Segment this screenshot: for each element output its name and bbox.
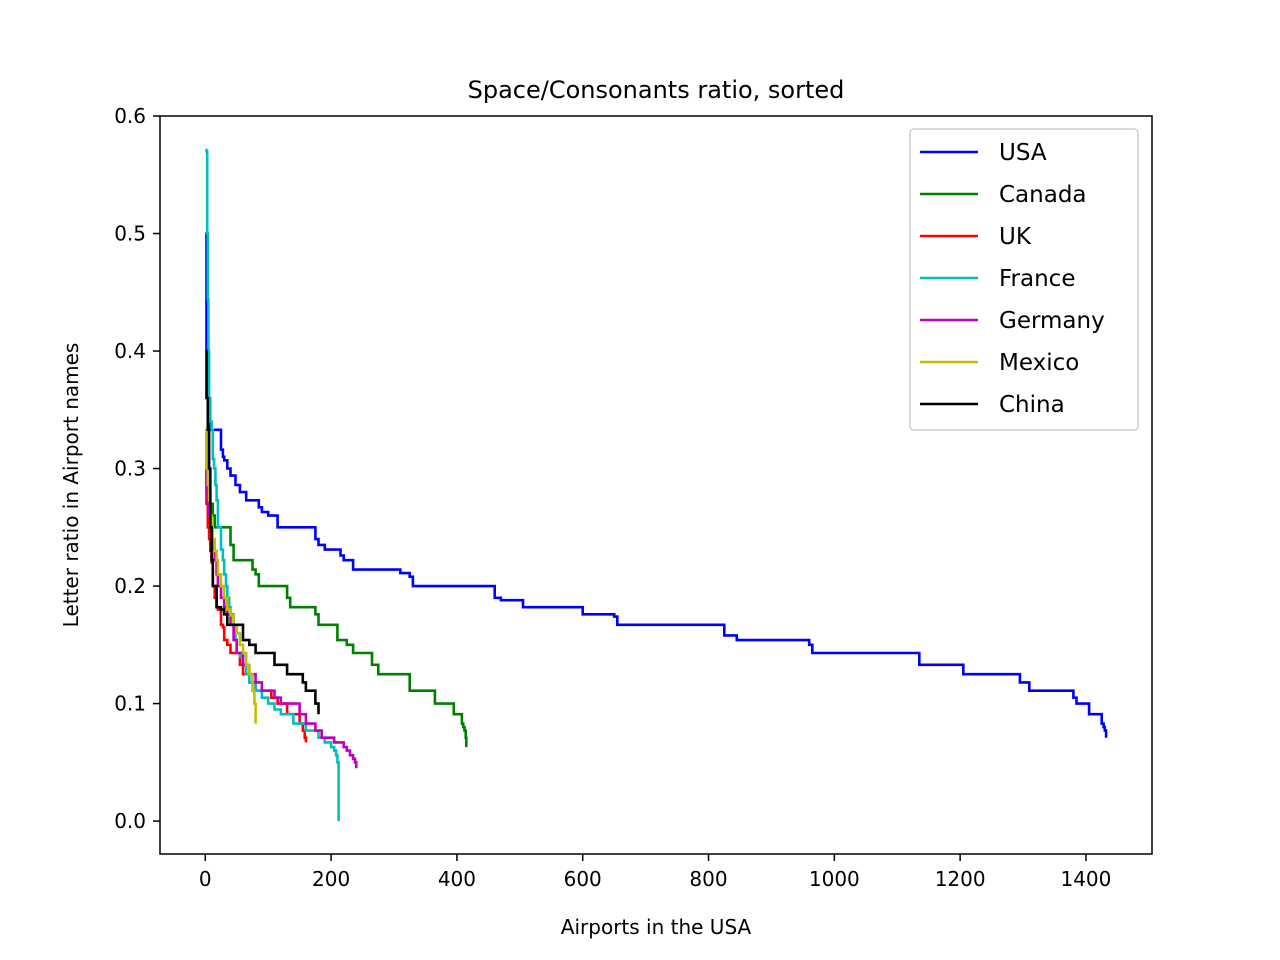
x-tick-label: 400 [438,867,476,891]
x-tick-label: 0 [199,867,212,891]
legend: USA Canada UK France Germany Mexico China [909,128,1139,431]
series-line-usa [205,232,1108,738]
x-axis: 0 200 400 600 800 1000 1200 1400 [199,854,1111,891]
y-axis-label: Letter ratio in Airport names [59,343,83,628]
chart-title: Space/Consonants ratio, sorted [468,76,845,104]
x-tick-label: 1000 [809,867,860,891]
series-layer [205,148,1108,822]
y-tick-label: 0.2 [114,574,146,598]
legend-label-uk: UK [999,224,1032,250]
legend-label-france: France [999,266,1075,292]
y-axis: 0.0 0.1 0.2 0.3 0.4 0.5 0.6 [114,104,160,833]
x-tick-label: 800 [689,867,727,891]
legend-label-mexico: Mexico [999,350,1079,376]
legend-label-canada: Canada [999,182,1087,208]
plot-frame [159,115,1153,855]
legend-box [909,128,1139,431]
y-tick-label: 0.0 [114,809,146,833]
y-tick-label: 0.4 [114,339,146,363]
legend-label-china: China [999,392,1065,418]
legend-label-usa: USA [999,140,1047,166]
series-line-china [205,349,320,715]
series-line-canada [205,432,468,748]
x-tick-label: 1200 [935,867,986,891]
x-tick-label: 200 [312,867,350,891]
x-tick-label: 600 [564,867,602,891]
y-tick-label: 0.3 [114,457,146,481]
plot-area [159,115,1153,855]
legend-label-germany: Germany [999,308,1105,334]
x-axis-label: Airports in the USA [561,915,752,939]
x-tick-label: 1400 [1060,867,1111,891]
y-tick-label: 0.1 [114,692,146,716]
y-tick-label: 0.6 [114,104,146,128]
y-tick-label: 0.5 [114,222,146,246]
